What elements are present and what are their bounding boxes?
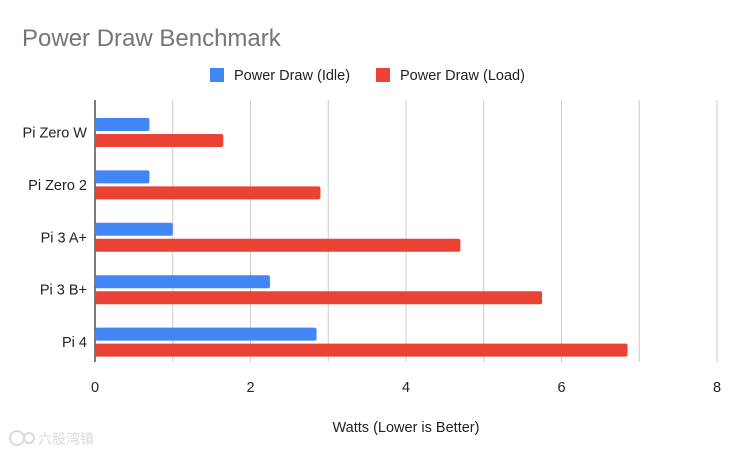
category-label: Pi 3 A+: [41, 230, 87, 246]
watermark-text: 六股湾镇: [38, 431, 94, 448]
x-tick-label: 8: [713, 380, 721, 396]
x-axis-title: Watts (Lower is Better): [333, 420, 480, 436]
x-tick-label: 0: [91, 380, 99, 396]
legend-label-load: Power Draw (Load): [400, 68, 525, 84]
bar-load: [95, 134, 224, 147]
category-label: Pi 4: [62, 335, 87, 351]
bar-load: [95, 238, 461, 252]
bar-idle: [95, 327, 317, 341]
bar-load: [95, 291, 543, 305]
watermark-logo-icon: [9, 430, 35, 446]
bar-idle: [95, 222, 173, 236]
bar-load: [95, 343, 628, 357]
bar-idle: [95, 118, 150, 131]
bar-idle: [95, 170, 150, 184]
legend-swatch-idle: [210, 68, 224, 82]
chart-title: Power Draw Benchmark: [22, 25, 282, 52]
bar-load: [95, 186, 321, 200]
category-label: Pi 3 B+: [40, 283, 87, 299]
watermark: 六股湾镇: [9, 430, 94, 448]
x-tick-label: 4: [402, 380, 410, 396]
x-tick-label: 6: [557, 380, 565, 396]
x-axis-tick-labels: 0 2 4 6 8: [91, 380, 721, 396]
legend: Power Draw (Idle) Power Draw (Load): [210, 68, 525, 84]
legend-label-idle: Power Draw (Idle): [234, 68, 350, 84]
category-label: Pi Zero 2: [28, 178, 87, 194]
bars: [95, 118, 628, 357]
category-label: Pi Zero W: [23, 126, 88, 142]
bar-idle: [95, 275, 270, 289]
y-axis-labels: Pi Zero W Pi Zero 2 Pi 3 A+ Pi 3 B+ Pi 4: [23, 126, 88, 352]
legend-swatch-load: [376, 68, 390, 82]
x-tick-label: 2: [246, 380, 254, 396]
